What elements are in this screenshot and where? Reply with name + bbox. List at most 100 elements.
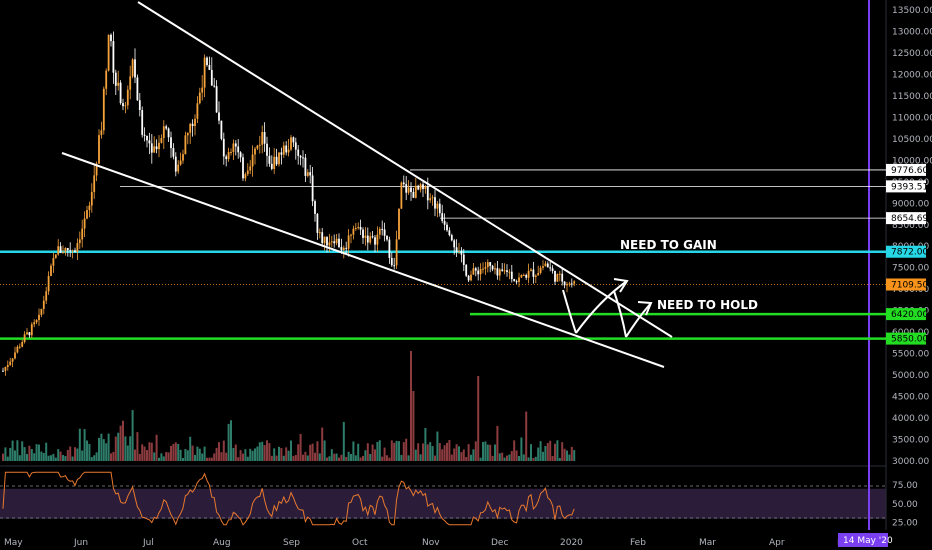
volume-bar	[426, 444, 429, 461]
candle-body	[153, 146, 156, 153]
candle-body	[491, 265, 494, 270]
volume-bar	[462, 449, 465, 461]
candle-body	[530, 269, 532, 271]
volume-bar	[388, 457, 391, 461]
volume-bar	[395, 440, 398, 461]
volume-bar	[215, 447, 218, 461]
x-tick-label: May	[4, 538, 23, 548]
wedge-lower-trendline[interactable]	[61, 152, 665, 368]
volume-bar	[477, 376, 480, 461]
candle-body	[417, 185, 420, 190]
volume-bar	[424, 428, 427, 461]
candle-body	[525, 275, 528, 278]
candle-body	[443, 220, 446, 225]
volume-bar	[148, 442, 151, 461]
candle-body	[186, 132, 189, 136]
volume-bar	[294, 454, 297, 461]
volume-bar	[383, 447, 386, 461]
candle-body	[280, 152, 283, 155]
candle-body	[374, 237, 376, 245]
volume-bar	[254, 448, 256, 461]
candle-body	[544, 263, 547, 267]
candle-body	[455, 247, 458, 252]
candle-body	[311, 175, 314, 202]
volume-bar	[21, 441, 24, 461]
price-level-tag-label: 9776.60	[891, 166, 928, 176]
candle-body	[124, 105, 127, 107]
volume-bar	[76, 448, 79, 461]
candle-body	[563, 281, 566, 286]
x-tick-label: 2020	[560, 538, 583, 548]
candle-body	[131, 59, 134, 77]
wedge-upper-trendline[interactable]	[137, 1, 673, 338]
candle-body	[383, 229, 386, 236]
volume-bar	[179, 449, 182, 461]
candle-body	[398, 208, 400, 240]
candle-body	[335, 238, 338, 244]
x-tick-label: Dec	[491, 538, 508, 548]
candle-body	[503, 270, 506, 272]
candle-body	[539, 267, 542, 273]
volume-bar	[158, 457, 160, 461]
candle-body	[330, 241, 333, 243]
volume-bar	[434, 455, 436, 461]
y-tick-label: 8500.00	[892, 221, 929, 231]
candle-body	[4, 366, 7, 371]
candle-body	[150, 143, 153, 153]
volume-bar	[467, 444, 470, 461]
candle-body	[314, 201, 316, 214]
volume-bar	[47, 455, 50, 461]
candle-body	[88, 205, 91, 211]
candle-body	[438, 203, 441, 214]
volume-bar	[314, 452, 316, 461]
candle-body	[220, 120, 223, 139]
candle-body	[213, 85, 216, 87]
candle-body	[340, 247, 343, 251]
candle-body	[551, 268, 554, 271]
candle-body	[470, 274, 472, 281]
volume-bar	[484, 441, 487, 461]
candle-body	[520, 275, 523, 278]
volume-bar	[573, 450, 576, 461]
candle-body	[561, 273, 564, 282]
volume-bar	[359, 457, 362, 461]
candle-body	[86, 210, 88, 219]
candle-body	[23, 334, 26, 343]
volume-bar	[544, 445, 547, 461]
volume-bar	[338, 457, 340, 461]
candle-body	[189, 123, 192, 133]
volume-bar	[16, 440, 19, 461]
candle-body	[170, 137, 172, 149]
volume-bar	[453, 448, 456, 461]
volume-bar	[280, 448, 283, 461]
candle-body	[38, 314, 40, 321]
candle-body	[347, 235, 350, 249]
candle-body	[254, 148, 256, 155]
candle-body	[482, 268, 484, 270]
candle-body	[81, 228, 84, 240]
volume-bar	[342, 421, 345, 461]
candle-body	[345, 247, 348, 249]
candle-body	[556, 274, 559, 282]
candle-body	[59, 246, 62, 253]
volume-bar	[309, 444, 312, 461]
volume-bar	[83, 429, 86, 461]
candle-body	[194, 118, 196, 126]
volume-bar	[446, 442, 448, 461]
candle-body	[290, 137, 292, 150]
volume-bar	[400, 454, 403, 461]
volume-bar	[268, 443, 271, 461]
price-level-tag	[886, 308, 926, 321]
volume-bar	[208, 457, 211, 461]
candle-body	[489, 262, 492, 266]
candle-body	[350, 234, 352, 236]
candle-body	[230, 151, 232, 153]
candle-body	[126, 89, 129, 106]
volume-bar	[532, 457, 535, 461]
candle-body	[458, 250, 460, 252]
volume-bar	[78, 428, 81, 461]
y-tick-label: 7500.00	[892, 264, 929, 274]
volume-bar	[414, 449, 417, 461]
candle-body	[467, 275, 470, 281]
